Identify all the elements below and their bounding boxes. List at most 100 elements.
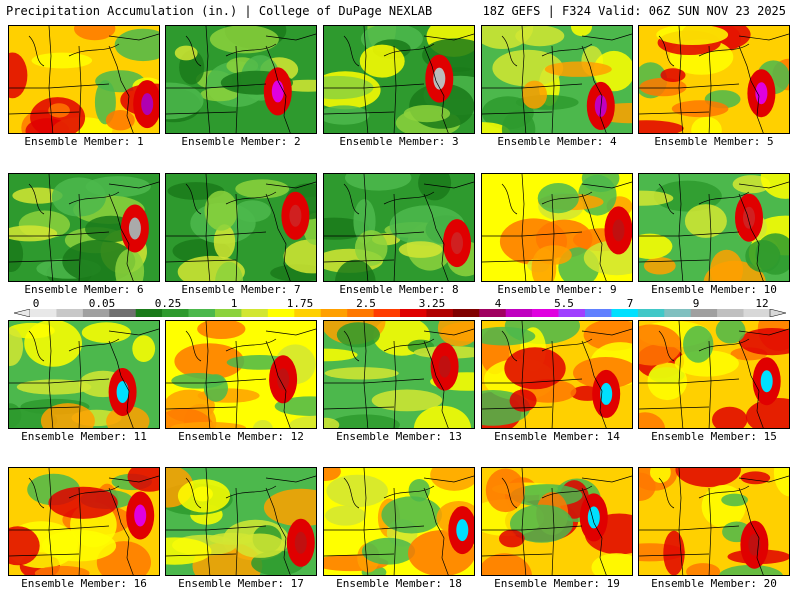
- boundary-line: [235, 340, 239, 428]
- boundary-line: [738, 487, 764, 575]
- boundary-line: [423, 181, 474, 189]
- ensemble-member-label: Ensemble Member: 1: [24, 135, 144, 148]
- boundary-line: [521, 468, 527, 575]
- boundary-line: [501, 183, 518, 215]
- precip-map: [166, 321, 316, 428]
- precip-map: [639, 321, 789, 428]
- boundary-line: [166, 525, 267, 531]
- boundary-line: [581, 487, 607, 575]
- boundary-line: [383, 43, 435, 57]
- ensemble-member-label: Ensemble Member: 15: [651, 430, 777, 443]
- precip-max-core: [748, 533, 761, 556]
- ensemble-member-label: Ensemble Member: 14: [494, 430, 620, 443]
- boundary-line: [541, 338, 593, 352]
- precip-shading: [289, 415, 316, 428]
- ensemble-map-8: [323, 173, 475, 282]
- precip-map: [166, 468, 316, 575]
- precip-max-core: [271, 80, 284, 103]
- precip-shading: [9, 236, 24, 272]
- boundary-line: [265, 340, 291, 428]
- precip-shading: [721, 493, 748, 507]
- ensemble-map-9: [481, 173, 633, 282]
- colorbar-swatch: [426, 309, 454, 317]
- precip-shading: [9, 225, 58, 242]
- boundary-line: [225, 338, 277, 352]
- precip-max-core: [587, 506, 600, 529]
- precip-max-core: [141, 93, 154, 116]
- ensemble-member-label: Ensemble Member: 7: [181, 283, 301, 296]
- boundary-line: [9, 231, 110, 237]
- colorbar-tick: 12: [755, 297, 769, 310]
- precip-shading: [647, 362, 688, 401]
- precip-shading: [324, 468, 341, 481]
- boundary-line: [501, 330, 518, 362]
- precip-shading: [403, 105, 451, 123]
- precip-max-core: [743, 206, 755, 229]
- precip-shading: [235, 533, 285, 558]
- precip-shading: [536, 245, 572, 265]
- precip-shading: [571, 26, 592, 37]
- precip-shading: [283, 239, 316, 274]
- boundary-line: [363, 468, 369, 575]
- boundary-line: [68, 485, 120, 499]
- boundary-line: [581, 340, 607, 428]
- boundary-line: [423, 487, 449, 575]
- ensemble-member-label: Ensemble Member: 19: [494, 577, 620, 590]
- precip-shading: [354, 230, 388, 266]
- precip-shading: [174, 45, 198, 61]
- boundary-line: [639, 553, 710, 557]
- boundary-line: [108, 328, 159, 336]
- ensemble-map-17: [165, 467, 317, 576]
- precip-shading: [718, 564, 783, 575]
- ensemble-map-13: [323, 320, 475, 429]
- colorbar-swatch: [294, 309, 322, 317]
- boundary-line: [541, 43, 593, 57]
- boundary-line: [108, 33, 159, 41]
- ensemble-member-label: Ensemble Member: 6: [24, 283, 144, 296]
- precip-shading: [745, 398, 789, 428]
- precip-map: [324, 468, 474, 575]
- boundary-line: [708, 193, 712, 281]
- ensemble-member-label: Ensemble Member: 5: [654, 135, 774, 148]
- precip-shading: [329, 414, 400, 428]
- boundary-line: [383, 191, 435, 205]
- precip-shading: [174, 343, 245, 380]
- precip-shading: [200, 87, 239, 102]
- colorbar-swatch: [611, 309, 639, 317]
- precip-shading: [639, 412, 666, 428]
- ensemble-map-18: [323, 467, 475, 576]
- boundary-line: [205, 26, 211, 133]
- boundary-line: [551, 45, 555, 133]
- colorbar-swatch: [373, 309, 401, 317]
- colorbar-swatch: [532, 309, 559, 317]
- boundary-line: [68, 43, 120, 57]
- colorbar-swatch: [267, 309, 295, 317]
- boundary-line: [393, 45, 397, 133]
- colorbar-swatch: [30, 309, 57, 317]
- precip-shading: [167, 182, 225, 200]
- precip-shading: [510, 504, 573, 543]
- precip-shading: [95, 70, 145, 93]
- boundary-line: [658, 183, 675, 215]
- colorbar-swatch: [717, 309, 744, 317]
- precip-max-core: [289, 204, 302, 227]
- colorbar-min-arrow: [14, 309, 31, 317]
- precip-shading: [544, 61, 612, 77]
- boundary-line: [166, 259, 237, 263]
- boundary-line: [581, 45, 607, 133]
- boundary-line: [678, 468, 684, 575]
- boundary-line: [678, 174, 684, 281]
- boundary-line: [48, 174, 54, 281]
- boundary-line: [324, 525, 425, 531]
- boundary-line: [185, 330, 202, 362]
- precip-map: [639, 174, 789, 281]
- colorbar-swatch: [320, 309, 348, 317]
- colorbar-swatch: [743, 309, 771, 317]
- boundary-line: [393, 340, 397, 428]
- precip-shading: [171, 373, 225, 389]
- precip-shading: [9, 52, 28, 99]
- precip-shading: [485, 468, 525, 513]
- boundary-line: [78, 193, 82, 281]
- ensemble-map-12: [165, 320, 317, 429]
- precip-shading: [639, 120, 684, 133]
